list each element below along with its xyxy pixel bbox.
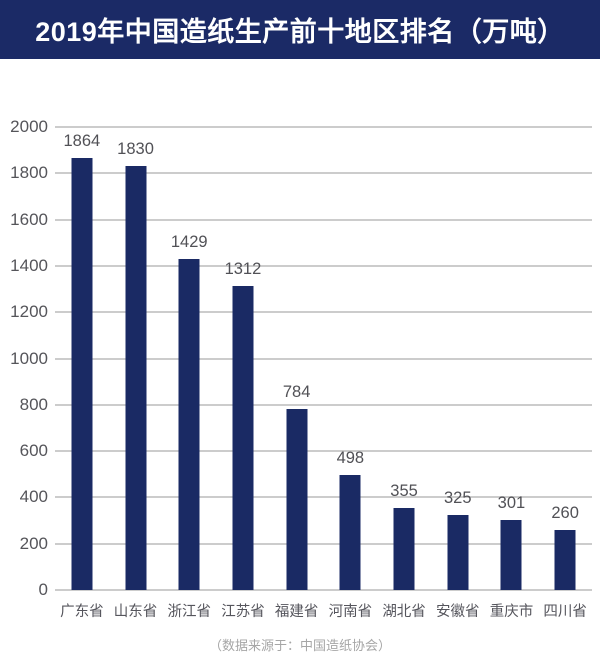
bar <box>286 408 308 590</box>
gridline <box>55 311 592 314</box>
bar-column: 1830 <box>109 127 163 590</box>
bar-value-label: 1429 <box>170 233 208 252</box>
bar-value-label: 1864 <box>63 132 101 151</box>
x-axis-tick-label: 广东省 <box>60 604 104 620</box>
bar <box>393 507 415 590</box>
gridline <box>55 172 592 175</box>
y-axis-tick-label: 600 <box>19 441 48 461</box>
x-axis-tick-label: 四川省 <box>543 604 587 620</box>
bar-value-label: 1830 <box>117 140 154 159</box>
bar <box>178 259 200 590</box>
bar-value-label: 784 <box>282 382 311 401</box>
x-axis-tick-label: 浙江省 <box>167 604 212 620</box>
data-source-note: （数据来源于：中国造纸协会） <box>208 638 391 653</box>
y-axis-tick-label: 0 <box>38 580 48 599</box>
bar-column: 355 <box>377 127 431 590</box>
bar-value-label: 260 <box>551 503 579 522</box>
x-axis-tick-label: 重庆市 <box>489 604 534 620</box>
y-axis-tick-label: 1200 <box>10 302 48 322</box>
gridline <box>55 450 592 453</box>
gridline <box>55 496 592 499</box>
gridline <box>55 357 592 360</box>
bar-value-label: 1312 <box>224 260 262 279</box>
bar-column: 1864 <box>55 127 109 590</box>
bar <box>339 474 361 590</box>
bar <box>500 520 522 590</box>
gridline <box>55 218 592 221</box>
x-axis-tick-label: 山东省 <box>113 604 158 620</box>
y-axis-tick-label: 1000 <box>10 348 48 368</box>
bar-column: 1312 <box>216 127 270 590</box>
x-axis-tick-label: 江苏省 <box>221 604 265 620</box>
x-axis-tick-label: 安徽省 <box>436 604 480 620</box>
y-axis-tick-label: 2000 <box>10 117 48 136</box>
bar <box>71 158 93 590</box>
y-axis-tick-label: 800 <box>19 394 48 414</box>
bar <box>554 529 576 590</box>
bar-column: 325 <box>431 127 485 590</box>
bar <box>125 166 147 590</box>
bar-value-label: 498 <box>336 448 365 467</box>
bar-value-label: 301 <box>497 494 526 513</box>
bar <box>447 514 469 590</box>
x-axis-tick-label: 福建省 <box>274 604 319 620</box>
x-axis-labels: 广东省 山东省 浙江省 江苏省 福建省 河南省 湖北省 安徽省 重庆市 四川省 <box>55 601 592 623</box>
bar-column: 260 <box>538 127 592 590</box>
bar-value-label: 325 <box>443 488 472 507</box>
gridline <box>55 403 592 406</box>
gridline <box>55 589 592 591</box>
plot-area: 1864 1830 1429 1312 784 498 355 325 301 260 <box>55 126 592 591</box>
x-axis-tick-label: 湖北省 <box>382 604 426 620</box>
bar <box>232 286 254 590</box>
bar-column: 498 <box>324 127 378 590</box>
gridline <box>55 126 592 128</box>
bar-column: 784 <box>270 127 324 590</box>
y-axis-tick-label: 200 <box>19 533 48 553</box>
y-axis-tick-label: 400 <box>19 487 48 507</box>
bar-column: 1429 <box>162 127 216 590</box>
x-axis-tick-label: 河南省 <box>328 604 373 620</box>
gridline <box>55 264 592 267</box>
chart-title: 2019年中国造纸生产前十地区排名（万吨） <box>35 17 565 47</box>
y-axis-tick-label: 1800 <box>10 163 48 183</box>
title-banner: 2019年中国造纸生产前十地区排名（万吨） <box>0 0 600 59</box>
bar-value-label: 355 <box>390 481 418 500</box>
bar-column: 301 <box>485 127 539 590</box>
y-axis-tick-label: 1400 <box>10 255 48 275</box>
gridline <box>55 542 592 545</box>
y-axis-tick-label: 1600 <box>10 209 48 229</box>
